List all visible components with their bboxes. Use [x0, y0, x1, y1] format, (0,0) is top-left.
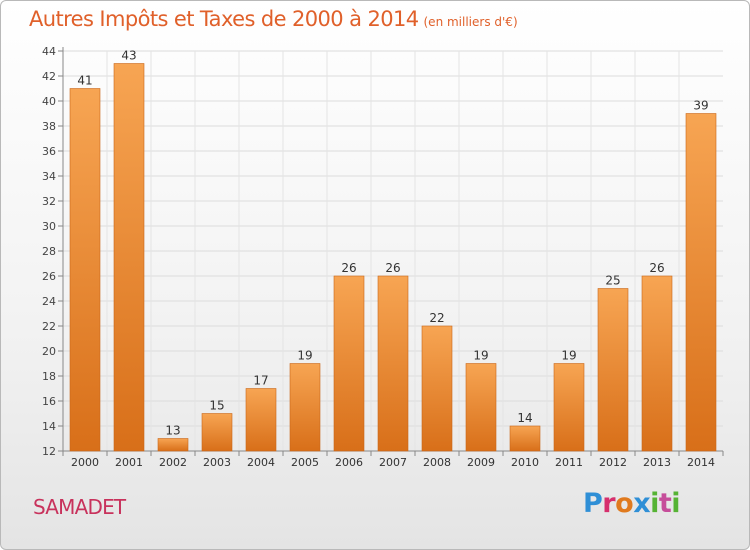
y-tick-label: 16 — [42, 395, 56, 408]
x-tick-label: 2011 — [555, 456, 583, 469]
bar-2013 — [641, 275, 673, 452]
x-tick-label: 2008 — [423, 456, 451, 469]
chart-subtitle: (en milliers d'€) — [423, 15, 518, 29]
value-label: 26 — [341, 261, 356, 275]
bars — [69, 63, 717, 452]
value-label: 19 — [473, 349, 488, 363]
chart-title-text: Autres Impôts et Taxes de 2000 à 2014 — [29, 7, 419, 31]
bar-2002 — [157, 438, 189, 452]
value-label: 19 — [297, 349, 312, 363]
y-tick-label: 26 — [42, 270, 56, 283]
y-tick-label: 32 — [42, 195, 56, 208]
y-tick-label: 40 — [42, 95, 56, 108]
x-tick-label: 2001 — [115, 456, 143, 469]
value-label: 41 — [77, 74, 92, 88]
bar-2001 — [113, 63, 145, 452]
x-tick-label: 2000 — [71, 456, 99, 469]
x-tick-label: 2013 — [643, 456, 671, 469]
y-tick-label: 24 — [42, 295, 56, 308]
y-tick-label: 34 — [42, 170, 56, 183]
y-tick-label: 18 — [42, 370, 56, 383]
bar-2011 — [553, 363, 585, 452]
bar-2004 — [245, 388, 277, 452]
x-tick-label: 2005 — [291, 456, 319, 469]
x-tick-label: 2012 — [599, 456, 627, 469]
y-tick-label: 30 — [42, 220, 56, 233]
bar-2005 — [289, 363, 321, 452]
y-tick-label: 22 — [42, 320, 56, 333]
chart-title: Autres Impôts et Taxes de 2000 à 2014 (en… — [29, 7, 518, 31]
x-tick-label: 2004 — [247, 456, 275, 469]
x-tick-label: 2002 — [159, 456, 187, 469]
y-tick-label: 36 — [42, 145, 56, 158]
value-label: 26 — [385, 261, 400, 275]
x-tick-label: 2006 — [335, 456, 363, 469]
bar-2003 — [201, 413, 233, 452]
bar-2006 — [333, 275, 365, 452]
x-tick-label: 2014 — [687, 456, 715, 469]
x-tick-label: 2010 — [511, 456, 539, 469]
value-label: 39 — [693, 99, 708, 113]
x-tick-label: 2003 — [203, 456, 231, 469]
bar-2010 — [509, 425, 541, 452]
bar-2008 — [421, 325, 453, 452]
labels: 12 14 16 18 20 22 24 26 28 30 32 34 36 38 40 42 44 41 2000… — [42, 45, 715, 469]
y-tick-label: 20 — [42, 345, 56, 358]
value-label: 14 — [517, 411, 532, 425]
y-tick-label: 42 — [42, 70, 56, 83]
x-tick-label: 2009 — [467, 456, 495, 469]
value-label: 25 — [605, 274, 620, 288]
value-label: 13 — [165, 424, 180, 438]
bar-2007 — [377, 275, 409, 452]
value-label: 26 — [649, 261, 664, 275]
y-tick-label: 12 — [42, 445, 56, 458]
x-tick-label: 2007 — [379, 456, 407, 469]
proxiti-logo: Proxiti — [583, 488, 681, 519]
y-tick-label: 28 — [42, 245, 56, 258]
value-label: 15 — [209, 399, 224, 413]
value-label: 17 — [253, 374, 268, 388]
bar-2014 — [685, 113, 717, 452]
value-label: 43 — [121, 49, 136, 63]
bar-2000 — [69, 88, 101, 452]
y-tick-label: 14 — [42, 420, 56, 433]
city-name: SAMADET — [33, 495, 126, 519]
bar-2009 — [465, 363, 497, 452]
value-label: 22 — [429, 311, 444, 325]
bar-2012 — [597, 288, 629, 452]
value-label: 19 — [561, 349, 576, 363]
y-tick-label: 44 — [42, 45, 56, 58]
y-tick-label: 38 — [42, 120, 56, 133]
